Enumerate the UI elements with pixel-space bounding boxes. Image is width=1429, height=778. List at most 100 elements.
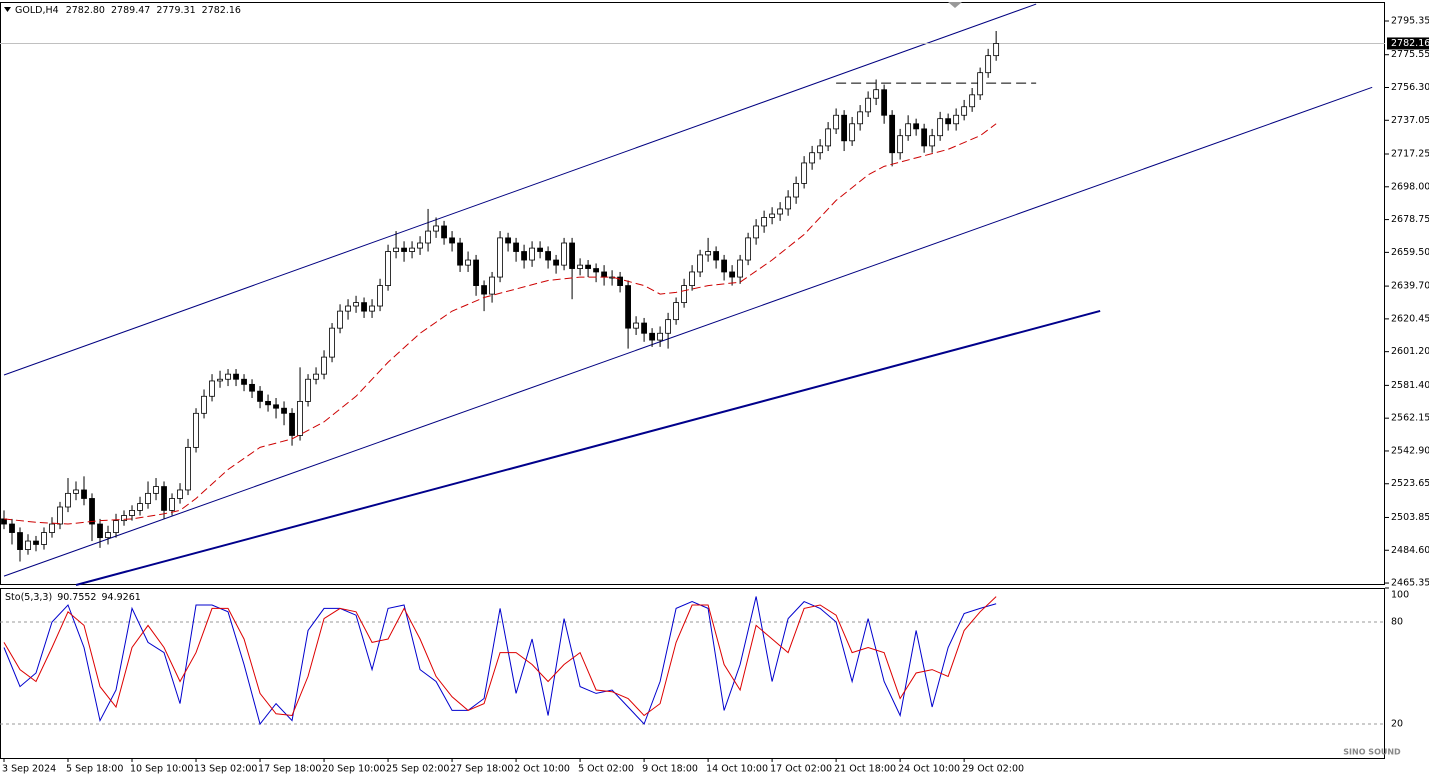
candle-body [473,259,479,286]
candle-body [601,271,607,278]
x-tick-label: 10 Sep 10:00 [130,764,193,775]
candle-body [17,532,23,550]
candle-body [505,237,511,244]
candle-body [993,43,1000,57]
y-tick-label: 2756.30 [1391,82,1429,93]
candle-body [57,506,63,525]
candle-body [465,259,471,266]
candle-body [249,383,255,392]
y-tick-label: 2484.60 [1391,545,1429,556]
candle-body [753,225,760,239]
candle-body [313,373,319,380]
candle-body [305,378,311,402]
candle-body [73,489,79,494]
candle-body [921,128,928,147]
open: 2782.80 [66,5,105,16]
candle-body [225,373,231,380]
candle-body [185,446,191,491]
candle-body [673,302,679,321]
oscillator-line [3,596,997,717]
candle-body [553,259,559,266]
candle-body [657,332,663,341]
symbol-menu[interactable] [4,7,11,12]
candle-body [809,152,816,164]
candle-body [769,213,776,218]
high: 2789.47 [111,5,150,16]
candle-body [97,523,103,539]
candle-body [9,523,15,533]
x-tick-label: 2 Oct 10:00 [514,764,570,775]
candle-body [841,114,848,142]
candle-body [649,332,655,341]
low: 2779.31 [156,5,195,16]
signal-value: 94.9261 [102,592,141,603]
candle-body [633,322,639,329]
candle-body [641,322,647,334]
candle-body [209,380,215,397]
candle-body [945,118,952,125]
y-tick-label: 2717.25 [1391,149,1429,160]
candle-body [617,276,623,286]
x-tick-label: 27 Sep 18:00 [450,764,513,775]
candle-body [833,114,840,130]
candle-body [153,486,159,494]
candle-body [545,251,551,261]
candle-body [369,305,375,312]
candle-body [297,400,303,436]
candle-body [865,97,872,113]
candle-body [401,247,407,252]
candle-body [201,395,207,414]
main-panel [0,2,1385,585]
x-tick-label: 24 Oct 10:00 [898,764,960,775]
candle-body [81,489,87,499]
candle-body [49,523,55,533]
candle-body [897,135,904,154]
candle-body [961,106,968,116]
candle-body [105,532,111,539]
y-tick-label: 80 [1391,617,1403,628]
x-tick-label: 29 Oct 02:00 [962,764,1024,775]
x-tick-label: 25 Sep 02:00 [386,764,449,775]
indicator-title: Sto(5,3,3) [5,592,52,603]
candle-body [977,72,984,96]
candle-body [409,247,415,252]
x-tick-label: 5 Sep 18:00 [66,764,123,775]
candle-body [593,268,599,273]
candle-body [1,518,7,525]
y-tick-label: 2542.90 [1391,445,1429,456]
candle-body [481,285,487,295]
candle-body [273,404,279,409]
x-tick-label: 5 Oct 02:00 [578,764,634,775]
y-tick-label: 2659.50 [1391,247,1429,258]
candle-body [161,486,167,511]
candle-body [385,251,391,286]
y-tick-label: 2503.85 [1391,512,1429,523]
candle-body [953,114,960,125]
candle-body [681,285,687,304]
candle-body [521,251,527,261]
candle-body [969,94,976,108]
candle-body [985,55,992,74]
candle-body [41,532,47,545]
candle-body [169,498,175,511]
candle-body [577,264,583,269]
candle-body [777,208,784,215]
candle-body [713,251,720,261]
candle-body [89,498,95,525]
candle-body [289,412,295,436]
candle-body [113,520,119,533]
x-tick-label: 20 Sep 10:00 [322,764,385,775]
x-tick-label: 17 Sep 18:00 [258,764,321,775]
y-tick-label: 2737.05 [1391,115,1429,126]
chart-header: GOLD,H4 2782.80 2789.47 2779.31 2782.16 [15,5,241,16]
candle-body [737,259,744,278]
candle-body [689,271,695,286]
y-tick-label: 2698.00 [1391,181,1429,192]
y-tick-label: 2620.45 [1391,313,1429,324]
candle-body [529,247,535,261]
oscillator-line [3,596,997,726]
candle-body [905,123,912,137]
candle-body [801,162,808,184]
candle-body [513,242,519,252]
